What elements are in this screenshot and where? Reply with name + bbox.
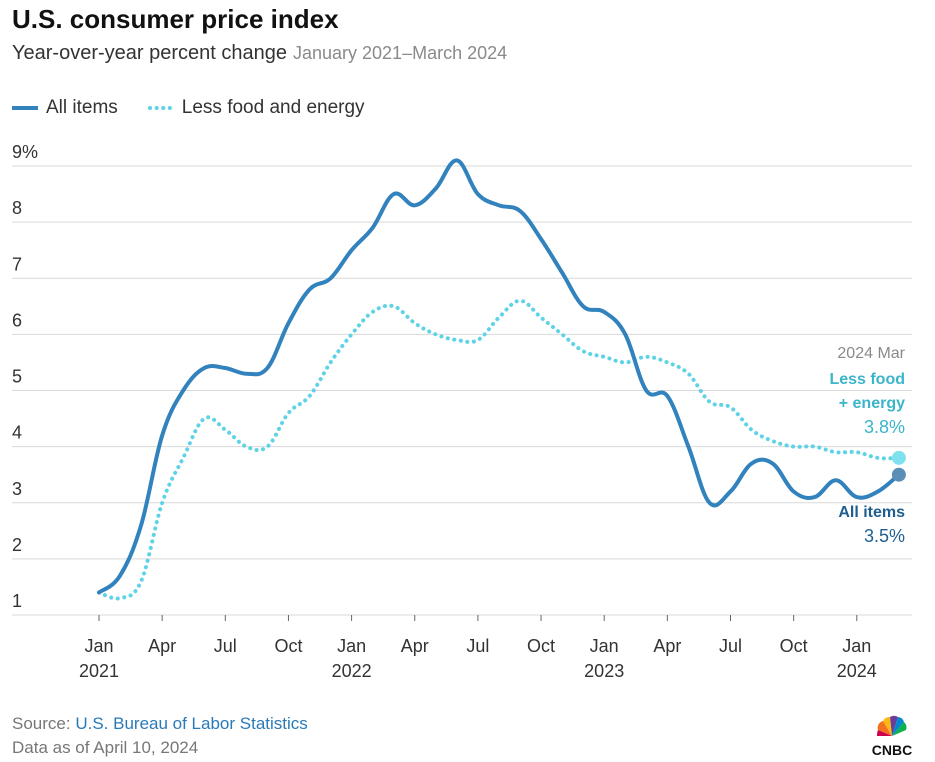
line-chart: 1 2 3 4 5 6 7 8 9% Jan 2021 Apr Jul Oct Jan 2022 Apr Jul…: [12, 142, 912, 681]
x-year-label: 2023: [584, 661, 624, 681]
end-annotations: 2024 Mar Less food + energy 3.8% All ite…: [829, 345, 905, 546]
x-tick-label: Jul: [214, 636, 237, 656]
legend-item-core: Less food and energy: [147, 97, 365, 119]
x-tick-label: Jan: [590, 636, 619, 656]
x-tick-label: Jul: [466, 636, 489, 656]
annotation-period: 2024 Mar: [837, 345, 905, 362]
series-group: [97, 158, 906, 601]
legend-swatch-dotted: [147, 106, 174, 110]
annotation-core-label-1: Less food: [829, 371, 905, 388]
y-tick-label: 3: [12, 479, 22, 499]
annotation-all-value: 3.5%: [864, 526, 905, 546]
y-tick-label: 8: [12, 198, 22, 218]
data-as-of: Data as of April 10, 2024: [12, 738, 199, 757]
y-tick-label: 7: [12, 254, 22, 274]
y-tick-label: 1: [12, 591, 22, 611]
legend-item-all-items: All items: [12, 97, 118, 119]
cnbc-logo: CNBC: [872, 715, 912, 758]
source-line: Source: U.S. Bureau of Labor Statistics: [12, 714, 308, 734]
source-link[interactable]: U.S. Bureau of Labor Statistics: [75, 714, 308, 733]
series-line-all-items: [97, 158, 901, 595]
series-line-core: [97, 298, 901, 601]
x-tick-label: Jan: [842, 636, 871, 656]
annotation-core-value: 3.8%: [864, 417, 905, 437]
end-marker-all-items: [891, 467, 906, 482]
y-tick-label: 9%: [12, 142, 38, 162]
chart-title: U.S. consumer price index: [12, 4, 339, 34]
y-tick-label: 6: [12, 310, 22, 330]
x-tick-label: Jan: [337, 636, 366, 656]
end-marker-core: [891, 450, 906, 465]
x-year-label: 2021: [79, 661, 119, 681]
y-tick-label: 2: [12, 535, 22, 555]
annotation-all-label: All items: [838, 504, 905, 521]
legend-swatch-solid: [12, 106, 38, 110]
y-tick-label: 5: [12, 367, 22, 387]
y-tick-label: 4: [12, 423, 22, 443]
legend: All items Less food and energy: [12, 97, 395, 119]
grid-lines: [12, 165, 912, 616]
x-tick-label: Oct: [780, 636, 808, 656]
legend-label-core: Less food and energy: [181, 97, 365, 118]
x-tick-label: Jan: [84, 636, 113, 656]
x-tick-label: Oct: [274, 636, 302, 656]
annotation-core-label-2: + energy: [839, 395, 905, 412]
date-range: January 2021–March 2024: [292, 43, 508, 63]
subtitle-text: Year-over-year percent change: [12, 42, 287, 64]
y-axis: 1 2 3 4 5 6 7 8 9%: [12, 142, 38, 611]
x-tick-label: Apr: [401, 636, 429, 656]
x-year-label: 2024: [837, 661, 877, 681]
x-tick-label: Apr: [148, 636, 176, 656]
x-tick-label: Apr: [653, 636, 681, 656]
x-axis: Jan 2021 Apr Jul Oct Jan 2022 Apr Jul Oct Jan 2023 A…: [79, 615, 877, 681]
chart-subtitle: Year-over-year percent change January 202…: [12, 42, 507, 65]
logo-text: CNBC: [872, 742, 912, 758]
legend-label-all-items: All items: [46, 97, 118, 118]
x-tick-label: Oct: [527, 636, 555, 656]
source-prefix: Source:: [12, 714, 71, 733]
x-year-label: 2022: [332, 661, 372, 681]
x-tick-label: Jul: [719, 636, 742, 656]
